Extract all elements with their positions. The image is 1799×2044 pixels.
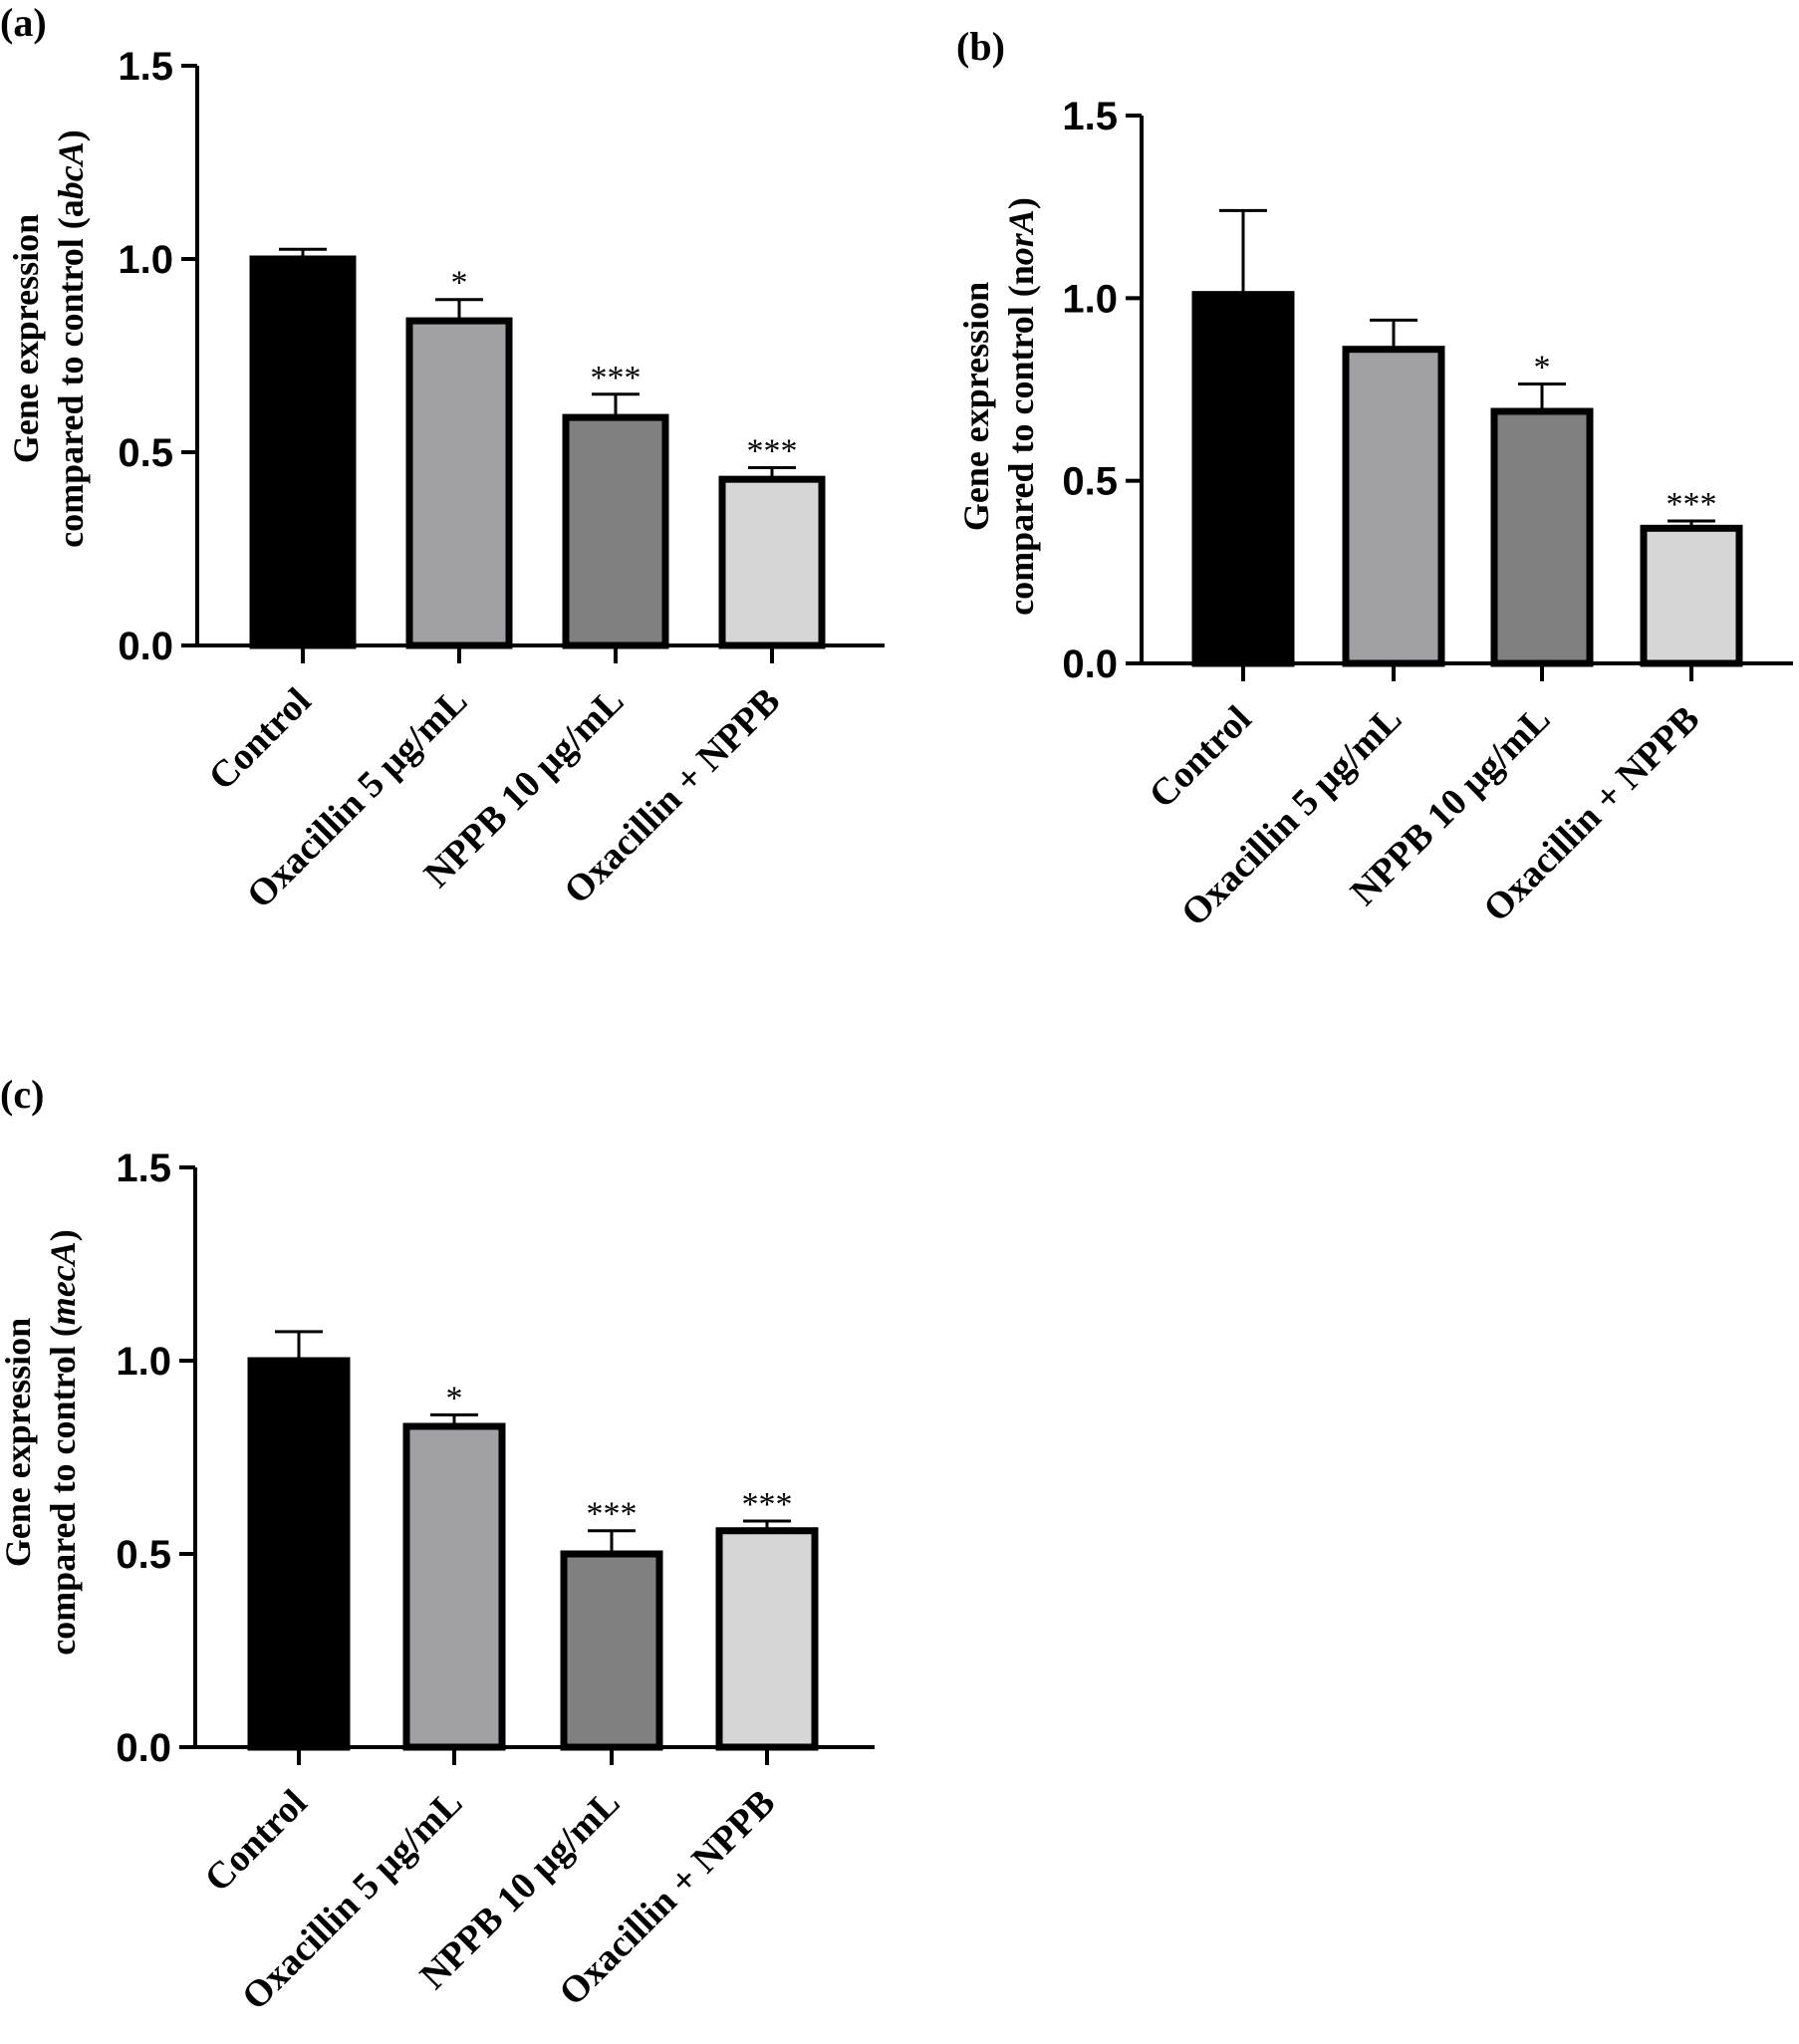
- bar-b-3: [1490, 407, 1594, 667]
- error-bar-b-1: [1219, 208, 1267, 295]
- y-tick-label-b-2: 0.5: [1062, 460, 1118, 504]
- y-tick-label-c-1: 0.0: [116, 1726, 171, 1770]
- error-bar-a-4: [748, 466, 796, 480]
- bar-a-4: [718, 475, 826, 649]
- significance-a-2: *: [451, 265, 468, 302]
- error-bar-b-4: [1668, 519, 1715, 529]
- panel-label-c: (c): [0, 1072, 44, 1117]
- error-bar-c-2: [430, 1412, 478, 1426]
- bar-b-2: [1342, 346, 1445, 667]
- y-tick-label-a-2: 0.5: [118, 431, 173, 475]
- y-axis-label-a-line1: Gene expression: [6, 214, 46, 463]
- error-bar-c-3: [588, 1529, 636, 1554]
- error-bar-a-3: [592, 392, 640, 418]
- significance-c-2: *: [446, 1380, 463, 1416]
- y-tick-label-b-1: 0.0: [1062, 642, 1118, 686]
- panel-label-b: (b): [956, 24, 1005, 69]
- bar-b-1: [1191, 291, 1295, 667]
- y-axis-label-b-line2: compared to control (norA): [1001, 197, 1041, 616]
- y-tick-label-b-3: 1.0: [1062, 277, 1118, 321]
- bar-c-3: [560, 1550, 663, 1751]
- bar-a-3: [562, 413, 669, 649]
- bar-a-2: [405, 317, 513, 649]
- y-axis-label-c-line1: Gene expression: [0, 1318, 38, 1567]
- y-axis-label-b-line1: Gene expression: [956, 282, 996, 531]
- bar-c-4: [715, 1527, 819, 1751]
- y-axis-label-c-line2: compared to control (mecA): [43, 1229, 83, 1656]
- error-bar-a-1: [279, 247, 327, 259]
- significance-a-3: ***: [591, 360, 642, 396]
- significance-c-3: ***: [587, 1496, 638, 1533]
- y-tick-label-b-4: 1.5: [1062, 95, 1118, 138]
- y-tick-label-c-3: 1.0: [116, 1340, 171, 1384]
- y-tick-label-c-2: 0.5: [116, 1533, 171, 1577]
- significance-c-4: ***: [742, 1486, 793, 1523]
- error-bar-b-3: [1518, 383, 1566, 411]
- significance-b-3: *: [1534, 350, 1551, 386]
- bar-b-4: [1640, 524, 1743, 667]
- error-bar-b-2: [1370, 318, 1417, 350]
- y-tick-label-a-4: 1.5: [118, 45, 173, 89]
- y-axis-label-a-line2: compared to control (abcA): [51, 129, 91, 548]
- y-tick-label-c-4: 1.5: [116, 1147, 171, 1190]
- bar-a-1: [249, 255, 357, 649]
- y-tick-label-a-3: 1.0: [118, 238, 173, 282]
- panel-label-a: (a): [0, 0, 47, 45]
- error-bar-c-1: [275, 1330, 323, 1361]
- bar-c-2: [402, 1422, 506, 1751]
- bar-c-1: [247, 1357, 351, 1751]
- y-tick-label-a-1: 0.0: [118, 625, 173, 668]
- significance-b-4: ***: [1667, 486, 1717, 523]
- error-bar-a-2: [435, 298, 483, 322]
- significance-a-4: ***: [747, 433, 798, 470]
- error-bar-c-4: [743, 1519, 791, 1531]
